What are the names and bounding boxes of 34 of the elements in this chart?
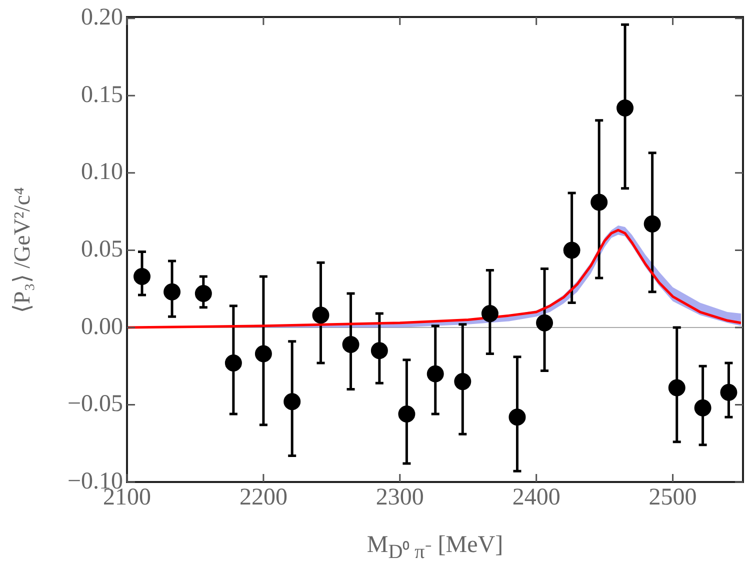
point (644, 215, 661, 232)
point (224, 354, 242, 372)
x-tick-label: 2300 (376, 484, 424, 511)
point (508, 408, 526, 426)
y-tick-label: 0.05 (81, 236, 123, 262)
y-tick-label: 0.15 (81, 82, 123, 108)
point (668, 379, 686, 396)
y-axis-title: ⟨P₃⟩ /GeV²/c⁴ (8, 187, 36, 313)
y-tick-label: 0.20 (81, 4, 123, 31)
point (590, 194, 608, 211)
point (481, 305, 498, 322)
point (254, 345, 272, 362)
y-tick-label: 0.00 (81, 314, 123, 340)
point (616, 100, 634, 117)
point (563, 242, 580, 259)
point (370, 342, 388, 360)
y-tick-label: −0.05 (67, 391, 123, 418)
point (164, 283, 181, 300)
point (312, 306, 330, 324)
point (342, 336, 360, 353)
point (536, 314, 554, 332)
point (284, 393, 301, 410)
point (426, 365, 444, 382)
x-tick-label: 2500 (648, 484, 697, 511)
x-tick-label: 2400 (512, 484, 560, 511)
point (398, 406, 416, 423)
y-tick-label: 0.10 (81, 159, 123, 186)
point (194, 284, 212, 302)
point (694, 399, 712, 416)
point (720, 384, 738, 401)
x-tick-label: 2200 (239, 484, 288, 511)
point (454, 373, 472, 390)
x-axis-title: M$_{D⁰ π⁻}$ [MeV] (366, 532, 504, 564)
point (134, 268, 151, 285)
